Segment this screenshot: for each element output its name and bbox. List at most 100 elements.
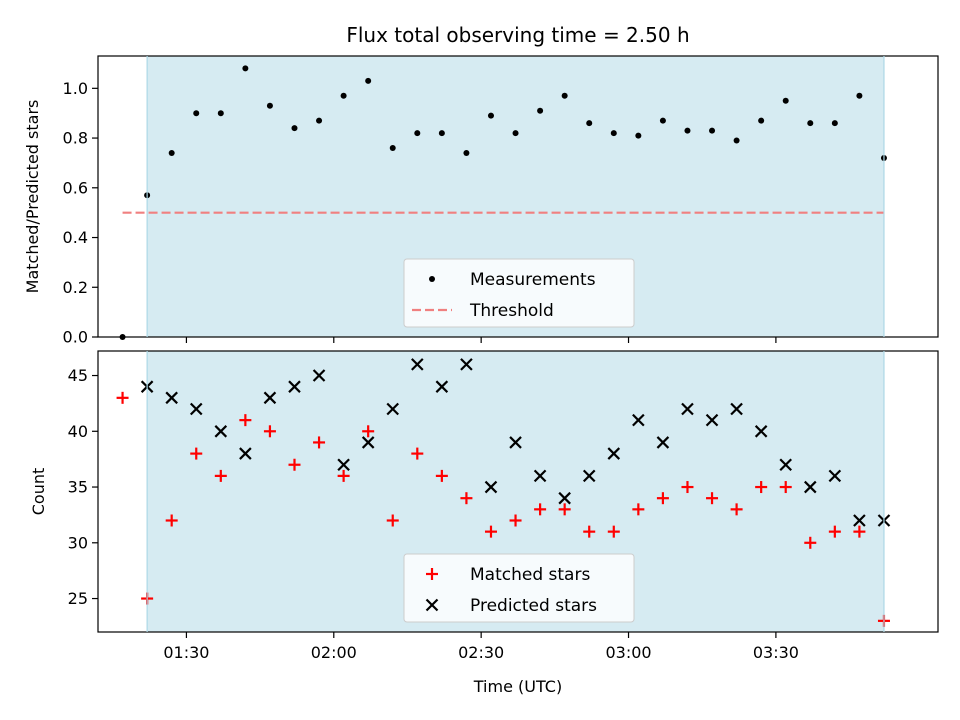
y-tick-label: 35 xyxy=(68,478,88,497)
legend-item: Threshold xyxy=(412,301,554,321)
measurement-point xyxy=(193,110,200,117)
matched-stars-point xyxy=(681,481,694,494)
ratio-axis-ticks: 0.0 0.2 0.4 0.6 0.8 1.0 xyxy=(63,79,777,347)
measurement-point xyxy=(365,77,372,84)
predicted-stars-point xyxy=(312,369,326,382)
matched-stars-point xyxy=(632,503,645,516)
measurement-point xyxy=(168,149,175,156)
predicted-stars-point xyxy=(705,413,719,427)
matched-stars-point xyxy=(386,514,399,527)
count-axis-ticks: 25 30 35 40 45 01:30 02:00 02:30 03:00 03:30 xyxy=(68,366,799,662)
measurement-point xyxy=(266,102,273,109)
y-tick-label: 25 xyxy=(68,589,88,608)
y-tick-label: 0.4 xyxy=(63,228,88,247)
matched-stars-point xyxy=(288,458,301,471)
predicted-stars-point xyxy=(239,447,252,460)
measurement-point xyxy=(684,127,691,134)
matched-stars-point xyxy=(583,525,596,538)
matched-stars-point xyxy=(362,425,375,438)
legend-label: Matched stars xyxy=(470,565,590,585)
matched-stars-point xyxy=(313,436,326,449)
matched-stars-point xyxy=(190,447,203,460)
matched-stars-point xyxy=(239,414,252,427)
predicted-stars-point xyxy=(730,402,743,416)
time-x-axis-label: Time (UTC) xyxy=(473,677,562,696)
measurement-point xyxy=(659,117,666,124)
matched-stars-point xyxy=(411,447,424,460)
y-tick-label: 0.0 xyxy=(63,328,88,347)
legend-x-marker xyxy=(425,598,439,612)
measurement-point xyxy=(316,117,323,124)
measurement-point xyxy=(217,110,224,117)
measurement-point xyxy=(610,130,617,137)
legend-item: Measurements xyxy=(429,270,596,290)
measurement-point xyxy=(733,137,740,144)
predicted-stars-point xyxy=(484,480,498,494)
predicted-stars-point xyxy=(681,402,694,416)
predicted-stars-point xyxy=(263,391,277,405)
measurement-point xyxy=(537,107,544,114)
matched-stars-point xyxy=(804,536,817,549)
ratio-marks xyxy=(119,65,887,340)
predicted-stars-point xyxy=(460,358,473,371)
measurement-point xyxy=(586,120,593,127)
y-tick-label: 0.2 xyxy=(63,278,88,297)
matched-stars-point xyxy=(755,481,768,494)
count-marks xyxy=(116,358,891,627)
matched-stars-point xyxy=(706,492,719,505)
measurement-point xyxy=(463,149,470,156)
matched-stars-point xyxy=(558,503,571,516)
chart-title: Flux total observing time = 2.50 h xyxy=(346,23,689,47)
predicted-stars-point xyxy=(779,458,792,472)
measurement-point xyxy=(512,130,519,137)
predicted-stars-point xyxy=(656,436,670,449)
y-tick-label: 40 xyxy=(68,422,88,441)
y-tick-label: 30 xyxy=(68,533,88,552)
measurement-point xyxy=(389,145,396,152)
y-tick-label: 0.8 xyxy=(63,129,88,148)
legend-label: Threshold xyxy=(469,301,554,321)
x-tick-label: 02:00 xyxy=(311,643,357,662)
count-legend: Matched stars Predicted stars xyxy=(403,553,635,623)
matched-stars-point xyxy=(656,492,669,505)
matched-stars-point xyxy=(853,525,866,538)
measurement-point xyxy=(438,130,445,137)
predicted-stars-point xyxy=(361,436,375,449)
predicted-stars-point xyxy=(853,514,866,527)
predicted-stars-point xyxy=(582,469,596,483)
measurement-point xyxy=(242,65,249,72)
count-axes-frame xyxy=(97,350,939,633)
predicted-stars-point xyxy=(189,402,203,416)
matched-stars-point xyxy=(435,469,448,482)
predicted-stars-point xyxy=(632,413,645,427)
measurement-point xyxy=(487,112,494,119)
predicted-stars-point xyxy=(509,436,522,449)
matched-stars-point xyxy=(214,469,227,482)
measurement-point xyxy=(831,120,838,127)
predicted-stars-point xyxy=(411,358,424,371)
matched-stars-point xyxy=(534,503,547,516)
matched-stars-point xyxy=(165,514,178,527)
measurement-point xyxy=(340,92,347,99)
legend-box xyxy=(403,553,635,623)
legend-label: Predicted stars xyxy=(470,596,597,616)
measurement-point xyxy=(782,97,789,104)
y-tick-label: 0.6 xyxy=(63,178,88,197)
predicted-stars-point xyxy=(828,469,842,483)
matched-stars-point xyxy=(509,514,522,527)
legend-item: Matched stars xyxy=(426,565,590,585)
x-tick-label: 01:30 xyxy=(163,643,209,662)
y-tick-label: 1.0 xyxy=(63,79,88,98)
series-x xyxy=(140,358,891,527)
matched-stars-point xyxy=(337,469,350,482)
x-tick-label: 02:30 xyxy=(458,643,504,662)
y-tick-label: 45 xyxy=(68,366,88,385)
matched-stars-point xyxy=(460,492,473,505)
measurement-point xyxy=(635,132,642,139)
legend-dot-marker xyxy=(429,276,435,282)
matched-stars-point xyxy=(116,391,129,404)
measurement-point xyxy=(561,92,568,99)
legend-item: Predicted stars xyxy=(425,596,597,616)
count-y-axis-label: Count xyxy=(29,468,48,516)
